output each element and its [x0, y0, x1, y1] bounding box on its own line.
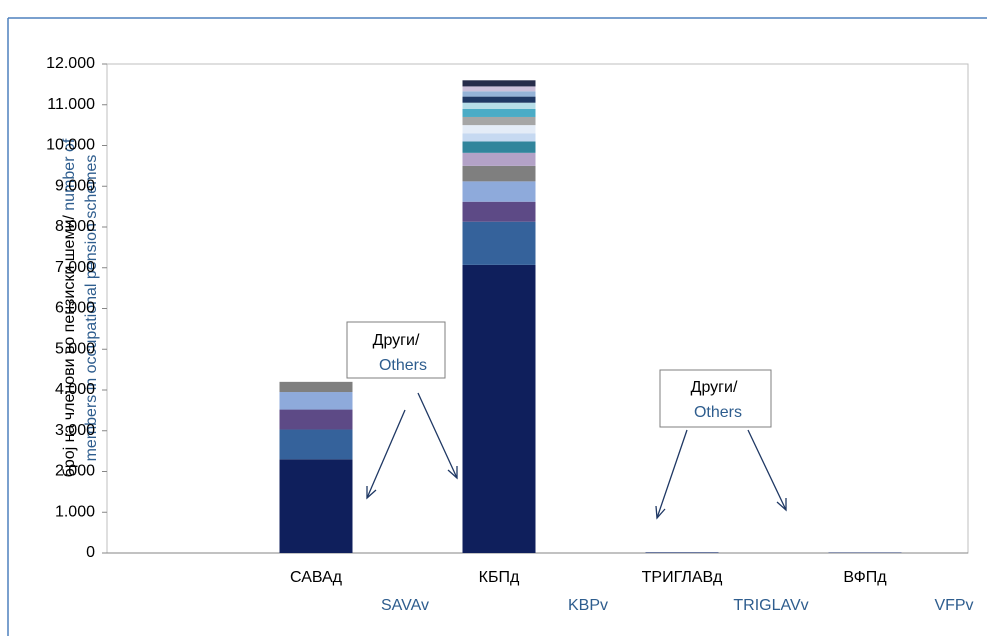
- y-tick-label: 3.000: [55, 422, 95, 439]
- bar-segment: [279, 392, 353, 410]
- annotation-text: Others: [379, 357, 427, 374]
- bar-segment: [462, 116, 536, 126]
- y-tick-label: 9.000: [55, 177, 95, 194]
- bar-segment: [462, 80, 536, 87]
- bar-segment: [462, 181, 536, 202]
- y-tick-label: 0: [86, 544, 95, 561]
- annotation-text: Други/: [691, 379, 738, 396]
- y-tick-label: 11.000: [47, 96, 95, 113]
- bar-segment: [279, 429, 353, 460]
- y-tick-label: 2.000: [55, 463, 95, 480]
- y-tick-label: 1.000: [55, 503, 95, 520]
- y-tick-label: 5.000: [55, 340, 95, 357]
- annotation: Други/ Others: [655, 369, 787, 520]
- y-label-en: number of: [61, 138, 78, 215]
- x-tick-label: ВФПд: [843, 569, 887, 586]
- y-tick-label: 4.000: [55, 381, 95, 398]
- bar-segment: [279, 409, 353, 430]
- bar-segment: [462, 125, 536, 134]
- y-tick-label: 12.000: [46, 55, 95, 72]
- y-tick-label: 7.000: [55, 259, 95, 276]
- y-tick-label: 10.000: [46, 137, 95, 154]
- y-tick-label: 8.000: [55, 218, 95, 235]
- x-tick-label: САВАд: [290, 569, 343, 586]
- bar-segment: [462, 152, 536, 166]
- x-tick-label: ТРИГЛАВд: [642, 569, 723, 586]
- bar-segment: [462, 96, 536, 103]
- bar-segment: [462, 201, 536, 222]
- bar-segment: [462, 133, 536, 142]
- plot-area: [106, 63, 969, 554]
- y-tick-label: 6.000: [55, 300, 95, 317]
- bar-segment: [462, 141, 536, 153]
- x-tick-label: КБПд: [479, 569, 520, 586]
- bar-segment: [279, 381, 353, 393]
- bar-segment: [462, 102, 536, 109]
- x-tick-label-en: KBPv: [568, 597, 608, 614]
- x-tick-label-en: VFPv: [934, 597, 973, 614]
- x-tick-label-en: TRIGLAVv: [733, 597, 808, 614]
- y-axis-label: број на членови во пензиски шеми/ number…: [61, 138, 78, 477]
- bar-segment: [462, 165, 536, 182]
- y-axis-label-2: members in occupational pension schemes: [83, 155, 100, 462]
- bar-segment: [462, 91, 536, 97]
- bar-segment: [462, 108, 536, 117]
- annotation-text: Others: [694, 404, 742, 421]
- x-tick-label-en: SAVAv: [381, 597, 429, 614]
- bar-segment: [279, 459, 353, 553]
- annotation: Други/ Others: [346, 321, 458, 500]
- bar-segment: [462, 264, 536, 553]
- bar-segment: [462, 221, 536, 265]
- y-label-mk: број на членови во пензиски шеми/: [61, 215, 78, 478]
- annotation-text: Други/: [373, 332, 420, 349]
- bar-segment: [462, 86, 536, 92]
